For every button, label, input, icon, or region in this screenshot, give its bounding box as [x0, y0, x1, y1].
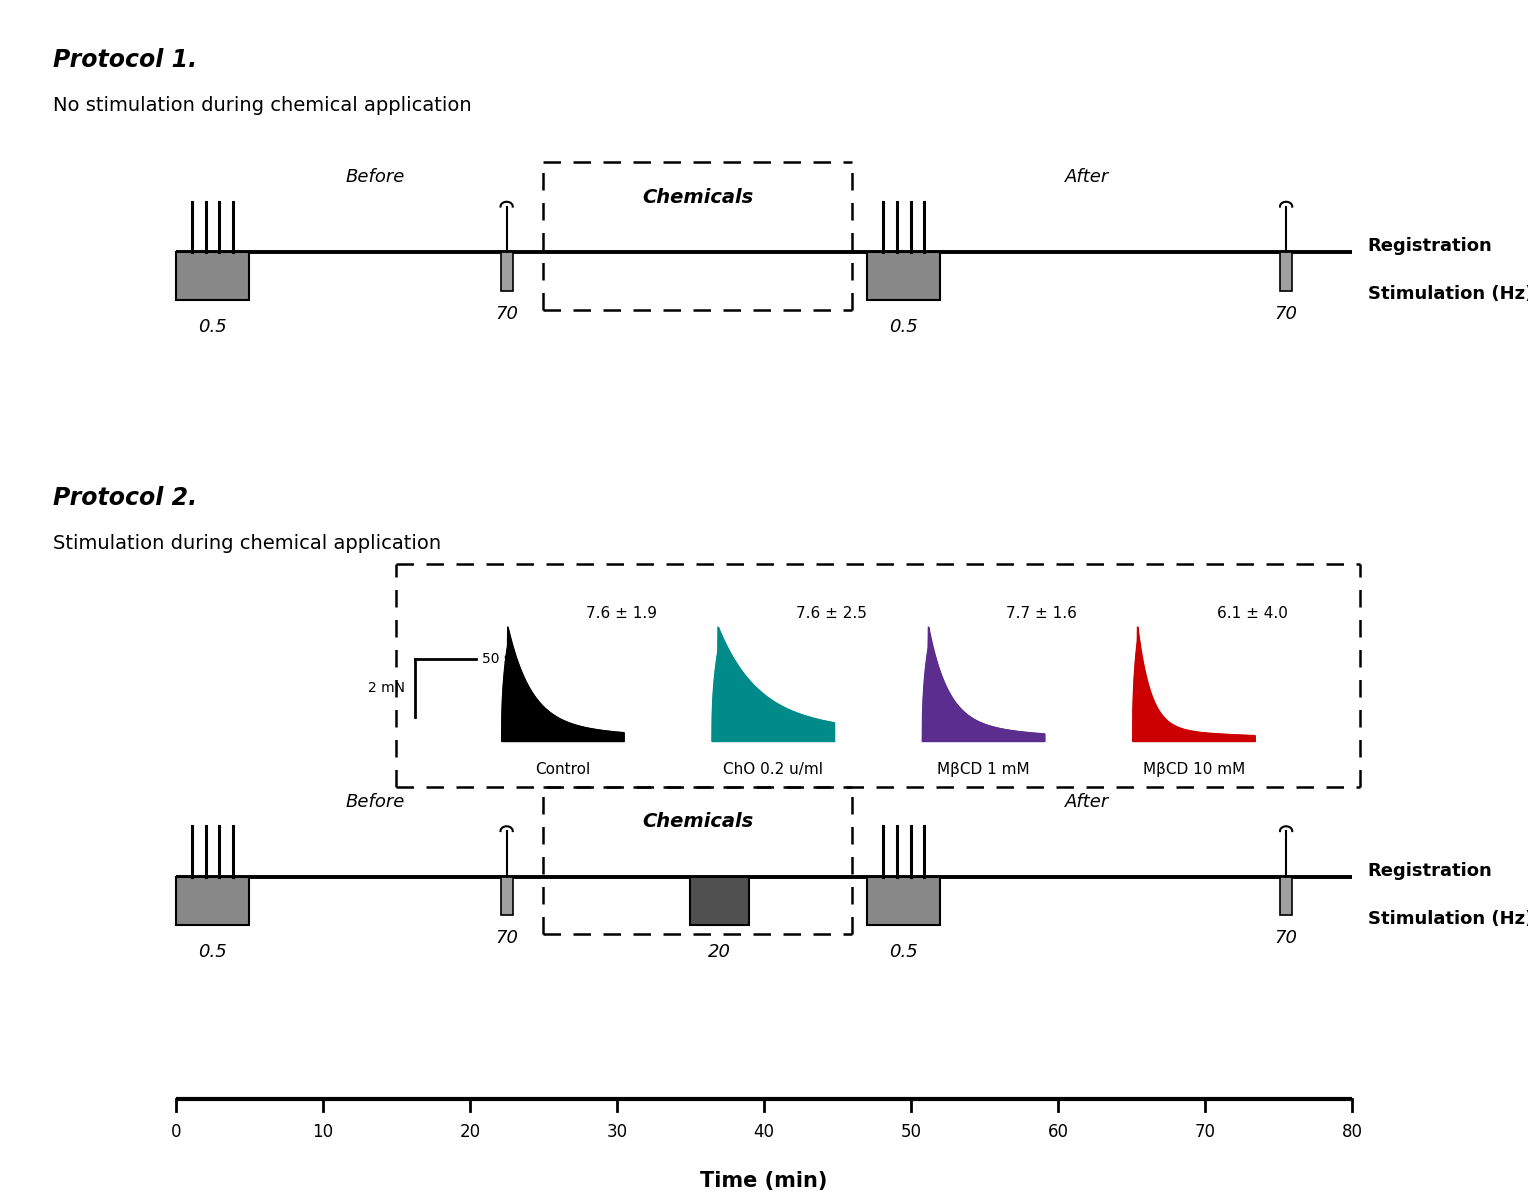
Text: 0.5: 0.5 [889, 318, 918, 336]
Text: Protocol 2.: Protocol 2. [53, 486, 197, 510]
Text: 70: 70 [1274, 305, 1297, 323]
Text: 50 s: 50 s [481, 652, 510, 667]
Text: Stimulation (Hz): Stimulation (Hz) [1368, 286, 1528, 303]
Text: Control: Control [535, 763, 590, 777]
Text: Stimulation (Hz): Stimulation (Hz) [1368, 910, 1528, 927]
Text: After: After [1065, 793, 1109, 811]
Text: 20: 20 [709, 943, 732, 961]
Text: MβCD 10 mM: MβCD 10 mM [1143, 763, 1245, 777]
Text: ChO 0.2 u/ml: ChO 0.2 u/ml [723, 763, 824, 777]
Text: 50: 50 [900, 1123, 921, 1141]
Bar [501, 877, 513, 915]
Text: 40: 40 [753, 1123, 775, 1141]
Bar [691, 877, 749, 925]
Text: Before: Before [345, 168, 405, 186]
Text: Registration: Registration [1368, 862, 1493, 879]
Text: 10: 10 [312, 1123, 333, 1141]
Bar [176, 252, 249, 300]
Text: Stimulation during chemical application: Stimulation during chemical application [53, 534, 442, 554]
Text: 30: 30 [607, 1123, 628, 1141]
Text: 70: 70 [1195, 1123, 1216, 1141]
Text: MβCD 1 mM: MβCD 1 mM [937, 763, 1030, 777]
Text: Chemicals: Chemicals [642, 187, 753, 207]
Text: 20: 20 [460, 1123, 480, 1141]
Text: Time (min): Time (min) [700, 1171, 828, 1191]
Text: 70: 70 [1274, 930, 1297, 948]
Text: 7.7 ± 1.6: 7.7 ± 1.6 [1007, 607, 1077, 621]
Text: No stimulation during chemical application: No stimulation during chemical applicati… [53, 96, 472, 115]
Bar [866, 877, 941, 925]
Text: 0.5: 0.5 [199, 943, 226, 961]
Text: 70: 70 [495, 930, 518, 948]
Bar [866, 252, 941, 300]
Text: 0: 0 [171, 1123, 180, 1141]
Text: 80: 80 [1342, 1123, 1363, 1141]
Bar [1280, 877, 1293, 915]
Text: 0.5: 0.5 [199, 318, 226, 336]
Text: 60: 60 [1048, 1123, 1068, 1141]
Text: Registration: Registration [1368, 238, 1493, 255]
Bar [176, 877, 249, 925]
Text: Before: Before [345, 793, 405, 811]
Text: 7.6 ± 2.5: 7.6 ± 2.5 [796, 607, 866, 621]
Text: Protocol 1.: Protocol 1. [53, 48, 197, 72]
Bar [501, 252, 513, 291]
Text: After: After [1065, 168, 1109, 186]
Text: 0.5: 0.5 [889, 943, 918, 961]
Text: Chemicals: Chemicals [642, 812, 753, 831]
Text: 2 mN: 2 mN [368, 681, 405, 695]
Text: 6.1 ± 4.0: 6.1 ± 4.0 [1216, 607, 1288, 621]
Bar [1280, 252, 1293, 291]
Text: 70: 70 [495, 305, 518, 323]
Text: 7.6 ± 1.9: 7.6 ± 1.9 [585, 607, 657, 621]
